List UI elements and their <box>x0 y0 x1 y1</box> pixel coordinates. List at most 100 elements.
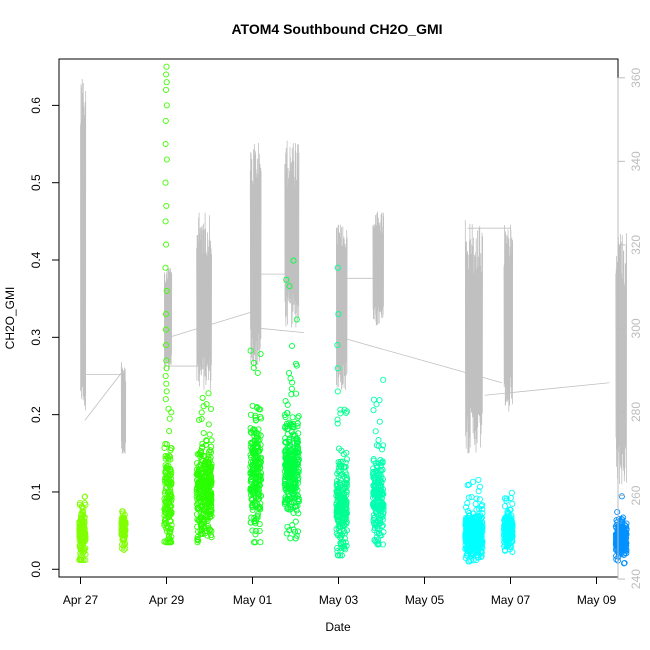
data-point <box>337 410 344 417</box>
data-point <box>620 514 627 521</box>
series-group <box>247 347 265 546</box>
data-point <box>78 518 85 525</box>
data-point <box>162 455 169 462</box>
data-point <box>341 509 348 516</box>
data-point <box>118 530 125 537</box>
data-point <box>475 544 482 551</box>
data-point <box>338 533 345 540</box>
data-point <box>161 509 168 516</box>
secondary-trace-connector <box>261 328 305 334</box>
data-point <box>256 503 263 510</box>
data-point <box>163 202 170 209</box>
data-point <box>249 470 257 477</box>
data-point <box>168 409 175 416</box>
x-tick-label: Apr 27 <box>63 593 99 607</box>
data-point <box>207 532 215 539</box>
data-point <box>208 437 215 444</box>
data-point <box>247 519 254 526</box>
data-point <box>208 513 215 520</box>
data-point <box>293 507 300 514</box>
data-point <box>373 469 380 477</box>
data-point <box>471 528 478 535</box>
data-point <box>254 369 261 376</box>
data-point <box>376 532 383 539</box>
data-point <box>475 476 482 483</box>
x-axis-label: Date <box>325 620 351 634</box>
data-point <box>163 102 170 109</box>
data-point <box>78 544 85 551</box>
data-point <box>288 456 295 463</box>
data-point <box>205 421 212 428</box>
data-point <box>167 511 174 518</box>
data-point <box>247 459 255 466</box>
data-point <box>286 527 293 534</box>
data-point <box>474 514 481 521</box>
data-point <box>251 450 258 457</box>
data-point <box>343 474 350 481</box>
data-point <box>619 527 626 534</box>
data-point <box>165 480 173 487</box>
data-point <box>462 522 469 529</box>
data-point <box>295 413 302 420</box>
data-point <box>287 506 294 513</box>
data-point <box>282 438 289 445</box>
data-point <box>252 412 259 419</box>
data-point <box>204 532 211 539</box>
data-point <box>166 493 173 500</box>
data-point <box>333 512 340 519</box>
data-point <box>80 556 87 564</box>
data-point <box>167 445 174 452</box>
data-point <box>203 401 210 408</box>
data-point <box>292 518 299 525</box>
data-point <box>198 409 205 416</box>
data-point <box>255 454 262 461</box>
data-point <box>286 438 293 445</box>
data-point <box>343 449 350 456</box>
data-point <box>207 447 214 454</box>
data-point <box>341 485 348 492</box>
data-point <box>377 484 384 491</box>
y2-tick-label: 280 <box>629 402 643 422</box>
data-point <box>334 416 341 423</box>
data-point <box>473 537 480 544</box>
data-point <box>208 478 215 485</box>
data-point <box>163 287 170 294</box>
data-point <box>334 491 341 499</box>
data-point <box>622 542 629 549</box>
data-point <box>252 414 259 421</box>
data-point <box>282 496 289 503</box>
series-group <box>333 264 351 559</box>
data-point <box>196 416 203 423</box>
data-point <box>509 500 516 507</box>
data-point <box>162 396 169 403</box>
data-point <box>338 447 345 454</box>
secondary-trace-segment <box>335 224 348 391</box>
data-point <box>292 503 299 510</box>
data-point <box>76 555 83 562</box>
data-point <box>162 326 170 333</box>
data-point <box>621 547 628 554</box>
data-point <box>613 541 620 548</box>
data-point <box>335 311 342 318</box>
data-point <box>370 490 377 497</box>
x-tick-label: May 05 <box>405 593 445 607</box>
data-point <box>76 501 83 508</box>
series-group <box>462 476 486 565</box>
data-point <box>378 446 386 453</box>
data-point <box>202 461 209 468</box>
data-point <box>206 497 213 505</box>
data-point <box>200 429 207 437</box>
data-point <box>163 365 170 372</box>
data-point <box>287 375 294 382</box>
y-tick-label: 0.4 <box>29 251 43 268</box>
data-point <box>335 504 342 511</box>
data-point <box>197 498 205 505</box>
y-tick-label: 0.1 <box>29 483 43 500</box>
data-point <box>162 264 169 271</box>
data-point <box>205 448 213 455</box>
x-tick-label: May 09 <box>577 593 617 607</box>
data-point <box>507 529 514 536</box>
data-point <box>479 544 486 551</box>
data-point <box>121 518 128 525</box>
data-point <box>166 415 173 422</box>
